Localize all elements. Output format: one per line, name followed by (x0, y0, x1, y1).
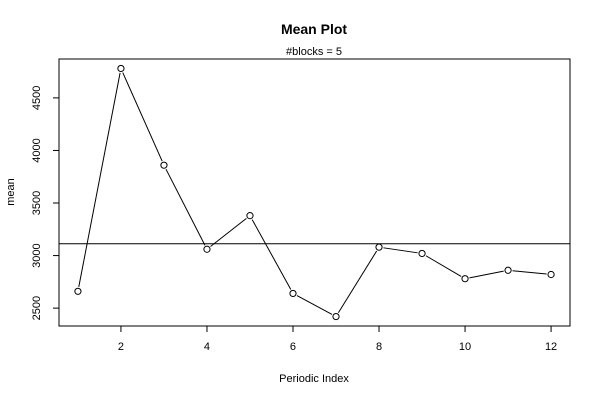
series-segment (122, 72, 163, 162)
series-segment (337, 250, 378, 313)
data-point (289, 289, 297, 298)
y-axis-label: mean (5, 178, 17, 206)
y-tick-label: 4500 (31, 86, 43, 110)
data-point (418, 249, 426, 258)
data-point (246, 212, 254, 220)
series-segment (425, 255, 462, 277)
x-tick-label: 4 (204, 341, 210, 353)
series-segment (251, 219, 292, 290)
data-point (160, 161, 168, 169)
data-point (332, 312, 340, 321)
y-tick-label: 3000 (31, 243, 43, 267)
series-segment (383, 247, 418, 254)
x-axis: 2 4 6 8 10 12 (118, 325, 557, 353)
plot-frame (58, 58, 571, 327)
series-line-layer (78, 72, 547, 315)
data-point (117, 64, 125, 73)
y-axis: 2500 3000 3500 4000 4500 (31, 86, 60, 320)
series-segment (78, 72, 121, 287)
y-tick-label: 2500 (31, 296, 43, 320)
x-tick-label: 10 (459, 341, 471, 353)
data-points (74, 64, 555, 321)
x-tick-label: 6 (290, 341, 296, 353)
y-tick-label: 3500 (31, 191, 43, 215)
data-point (547, 270, 555, 279)
x-tick-label: 8 (376, 341, 382, 353)
series-segment (469, 270, 504, 279)
x-tick-label: 12 (545, 341, 557, 353)
x-tick-label: 2 (118, 341, 124, 353)
series-segment (165, 168, 206, 246)
chart-subtitle: #blocks = 5 (286, 46, 342, 58)
y-tick-label: 4000 (31, 138, 43, 162)
data-point (74, 287, 82, 295)
data-point (504, 266, 512, 274)
series-segment (512, 270, 547, 275)
data-point (375, 243, 383, 251)
series-segment (296, 295, 333, 315)
series-segment (210, 218, 247, 247)
chart-title: Mean Plot (281, 21, 347, 37)
data-point (203, 245, 211, 253)
data-point (461, 275, 469, 283)
x-axis-label: Periodic Index (279, 373, 349, 385)
